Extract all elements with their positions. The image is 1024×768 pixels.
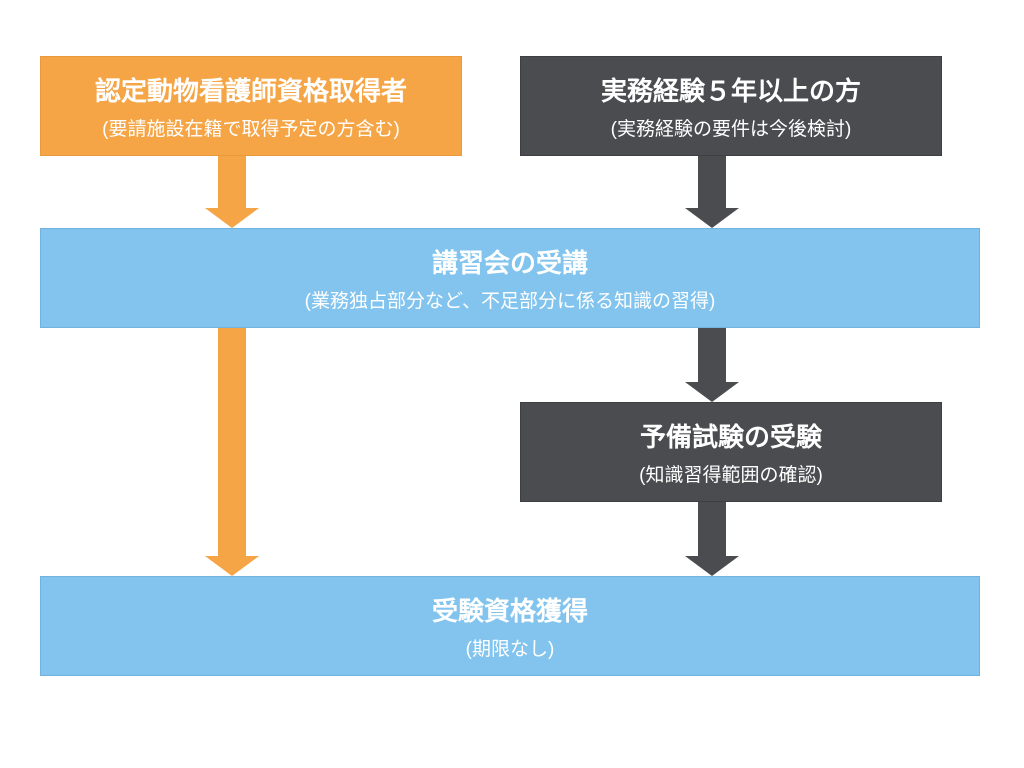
node-course: 講習会の受講 (業務独占部分など、不足部分に係る知識の習得) (40, 228, 980, 328)
arrow-shaft (698, 502, 726, 556)
node-certified-title: 認定動物看護師資格取得者 (95, 71, 407, 108)
node-experience-title: 実務経験５年以上の方 (601, 71, 861, 108)
node-certified: 認定動物看護師資格取得者 (要請施設在籍で取得予定の方含む) (40, 56, 462, 156)
arrow-pretest-to-eligible (685, 502, 739, 576)
arrow-shaft (698, 328, 726, 382)
arrow-head-icon (205, 556, 259, 576)
node-certified-subtitle: (要請施設在籍で取得予定の方含む) (102, 114, 400, 141)
node-course-title: 講習会の受講 (432, 243, 588, 280)
node-pretest: 予備試験の受験 (知識習得範囲の確認) (520, 402, 942, 502)
arrow-head-icon (205, 208, 259, 228)
arrow-shaft (218, 156, 246, 208)
node-eligible-title: 受験資格獲得 (432, 591, 588, 628)
arrow-shaft (218, 328, 246, 556)
arrow-course-to-eligible (205, 328, 259, 576)
arrow-experience-to-course (685, 156, 739, 228)
node-experience: 実務経験５年以上の方 (実務経験の要件は今後検討) (520, 56, 942, 156)
arrow-certified-to-course (205, 156, 259, 228)
node-eligible-subtitle: (期限なし) (466, 634, 555, 661)
node-course-subtitle: (業務独占部分など、不足部分に係る知識の習得) (305, 286, 716, 313)
arrow-course-to-pretest (685, 328, 739, 402)
arrow-head-icon (685, 208, 739, 228)
node-pretest-title: 予備試験の受験 (640, 417, 822, 454)
arrow-head-icon (685, 382, 739, 402)
node-pretest-subtitle: (知識習得範囲の確認) (639, 460, 823, 487)
arrow-head-icon (685, 556, 739, 576)
node-eligible: 受験資格獲得 (期限なし) (40, 576, 980, 676)
arrow-shaft (698, 156, 726, 208)
node-experience-subtitle: (実務経験の要件は今後検討) (611, 114, 852, 141)
